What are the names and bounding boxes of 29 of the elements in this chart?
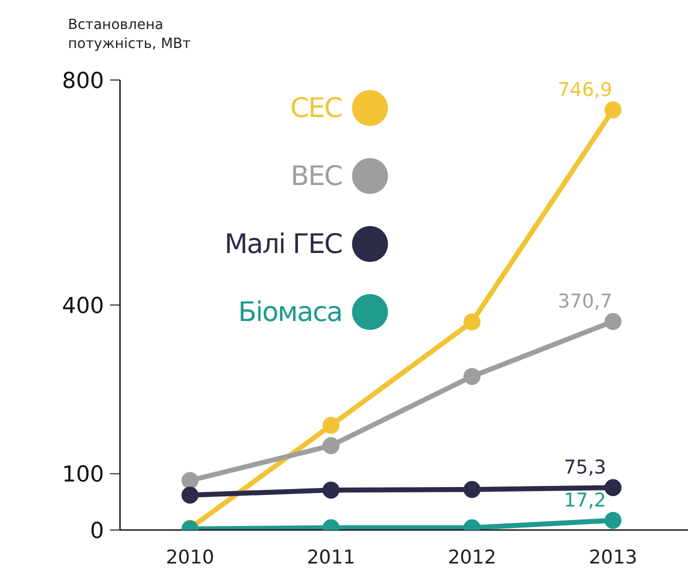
y-axis-title: Встановлена потужність, МВт [68,16,192,54]
point [464,313,480,330]
x-tick-label: 2011 [306,546,356,568]
point [604,479,622,496]
point [604,101,622,118]
y-tick-label: 100 [62,462,104,488]
point [464,368,480,385]
data-label: 746,9 [558,78,612,101]
x-tick-label: 2012 [448,546,496,568]
data-label: 17,2 [564,489,606,512]
legend-label: Біомаса [238,296,342,328]
data-label: 370,7 [558,290,612,312]
point [604,312,622,330]
x-tick-label: 2010 [166,546,214,568]
point [322,482,340,499]
legend-label: Малі ГЕС [224,228,342,260]
point [464,481,480,498]
legend-label: ВЕС [290,160,342,192]
y-tick-label: 400 [62,294,104,319]
y-tick-label: 800 [62,68,104,94]
point [604,512,622,529]
x-tick-label: 2013 [588,546,638,568]
point [322,437,340,454]
point [322,416,340,434]
point [182,472,198,489]
data-label: 75,3 [564,456,606,479]
point [182,486,198,504]
legend-label: СЕС [290,92,342,124]
y-tick-label: 0 [90,518,104,544]
